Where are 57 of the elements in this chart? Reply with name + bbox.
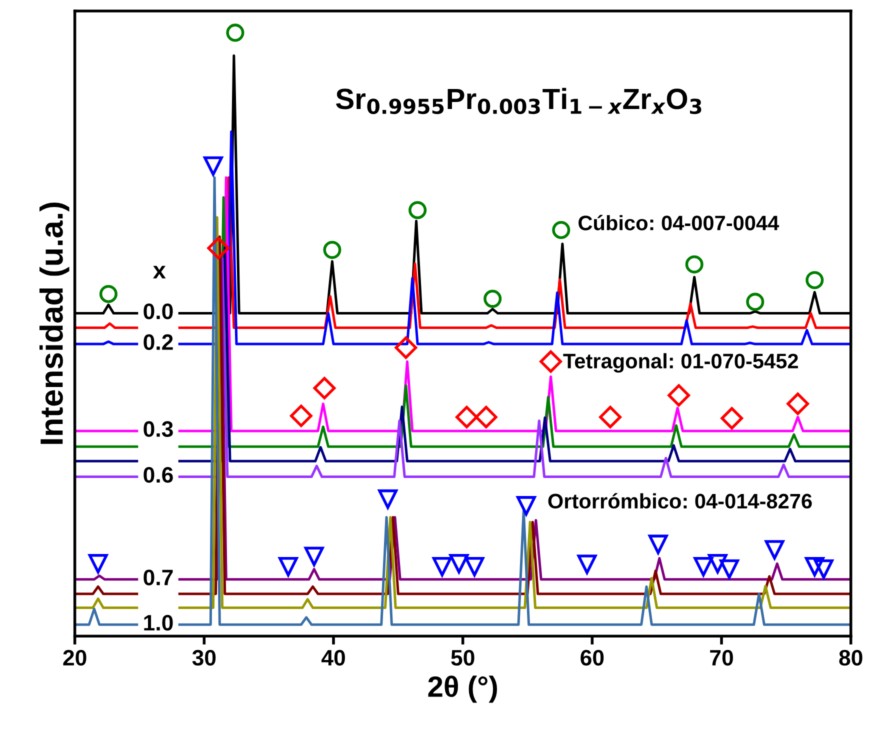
point — [746, 292, 764, 311]
series-label: 1.0 — [144, 614, 173, 631]
point — [88, 554, 108, 574]
series-label: 0.0 — [144, 304, 173, 320]
point — [516, 496, 536, 516]
series-label: 0.3 — [144, 421, 173, 437]
x-tick-label: 50 — [451, 650, 474, 666]
annotation: Tetragonal: 01-070-5452 — [563, 353, 798, 373]
x-tick-label: 20 — [63, 650, 86, 666]
point — [408, 201, 427, 220]
x-tick-label: 70 — [710, 650, 733, 666]
point — [99, 284, 118, 304]
point — [694, 556, 714, 576]
annotation: x — [152, 266, 166, 278]
point — [449, 554, 469, 574]
point — [720, 559, 740, 579]
point — [304, 546, 324, 566]
point — [764, 540, 784, 560]
point — [708, 554, 728, 574]
point — [484, 290, 502, 308]
point — [278, 556, 298, 576]
point — [540, 350, 562, 373]
point — [474, 406, 498, 428]
series-label: 0.2 — [144, 334, 173, 350]
point — [378, 489, 398, 509]
point — [599, 406, 622, 428]
point — [806, 271, 824, 290]
point — [814, 559, 834, 579]
annotation: Ortorrómbico: 04-014-8276 — [548, 493, 812, 509]
point — [290, 404, 312, 428]
x-tick-label: 40 — [321, 650, 345, 666]
point — [456, 406, 478, 428]
x-tick-label: 30 — [192, 650, 216, 666]
y-axis-title: Intensidad (u.a.) — [39, 202, 70, 444]
annotation: Cúbico: 04-007-0044 — [578, 214, 780, 230]
point — [226, 24, 244, 42]
point — [804, 556, 824, 576]
x-tick-label: 60 — [580, 650, 604, 666]
series-label: 0.7 — [144, 570, 173, 586]
point — [685, 255, 704, 274]
series-label: 0.6 — [144, 467, 173, 483]
point — [720, 407, 744, 430]
chart-title: Sr$_{0.9955}$Pr$_{0.003}$Ti$_{1−x}$Zr$_{x}$O$_{3}$ — [336, 88, 702, 114]
point — [323, 240, 342, 259]
point — [648, 534, 668, 554]
point — [668, 384, 690, 407]
point — [203, 156, 223, 176]
x-axis-title: 2θ (°) — [428, 676, 497, 703]
point — [786, 392, 810, 416]
point — [577, 554, 597, 574]
x-tick-label: 80 — [839, 650, 862, 666]
point — [394, 336, 418, 359]
point — [313, 376, 336, 400]
point — [207, 236, 230, 260]
point — [552, 220, 570, 240]
point — [464, 556, 484, 576]
point — [432, 556, 452, 576]
